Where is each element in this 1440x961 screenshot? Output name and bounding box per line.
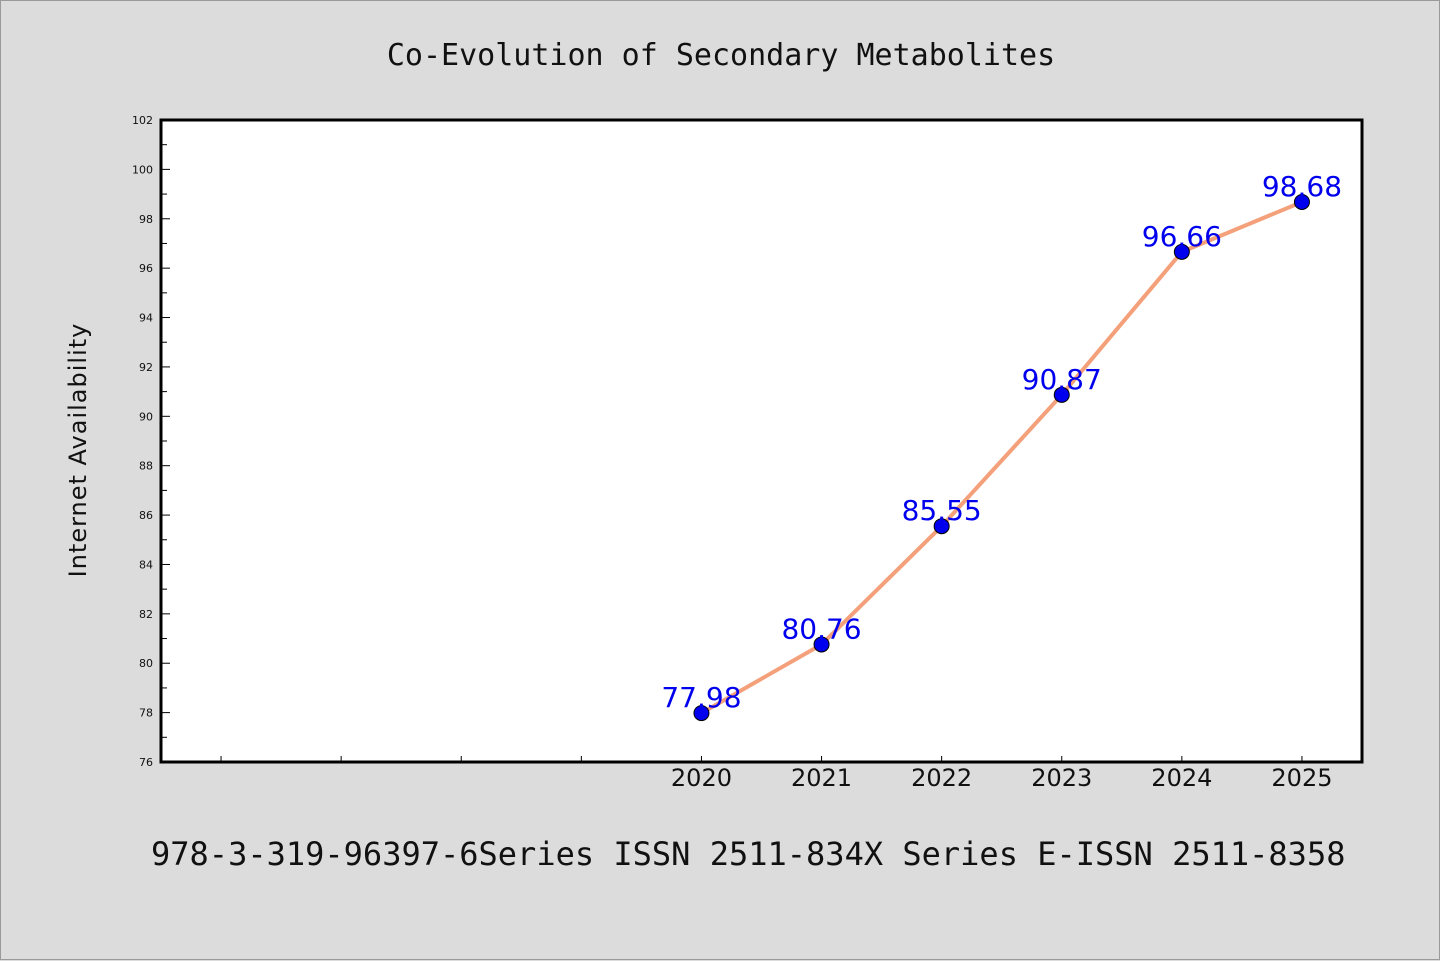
footer-isbn-text: 978-3-319-96397-6Series ISSN 2511-834X S…	[151, 835, 1345, 873]
y-tick-label: 90	[139, 410, 153, 423]
y-tick-label: 94	[139, 312, 153, 325]
y-tick-label: 102	[132, 114, 153, 127]
x-tick-label: 2020	[671, 764, 732, 792]
y-tick-label: 80	[139, 657, 153, 670]
y-axis-label: Internet Availability	[64, 323, 92, 578]
series-line	[700, 200, 1303, 715]
y-tick-label: 86	[139, 509, 153, 522]
x-tick-label: 2023	[1031, 764, 1092, 792]
chart-title: Co-Evolution of Secondary Metabolites	[387, 38, 1055, 73]
y-tick-label: 92	[139, 361, 153, 374]
data-label: 85.55	[902, 494, 982, 527]
data-label: 80.76	[781, 612, 861, 645]
x-tick-label: 2025	[1271, 764, 1332, 792]
data-label: 77.98	[661, 681, 741, 714]
y-tick-label: 98	[139, 213, 153, 226]
data-label: 96.66	[1142, 220, 1222, 253]
data-point	[1053, 386, 1070, 403]
y-tick-label: 76	[139, 756, 153, 769]
y-tick-label: 88	[139, 460, 153, 473]
series-layer	[693, 193, 1310, 722]
plot-border	[159, 118, 1364, 764]
plot-area	[161, 120, 1362, 762]
data-labels-layer: 77.98 80.76 85.55 90.87 96.66 98.68	[661, 170, 1342, 714]
x-tick-label: 2022	[911, 764, 972, 792]
x-tick-label: 2021	[791, 764, 852, 792]
data-point	[1173, 243, 1190, 260]
data-point	[1293, 193, 1310, 210]
data-point	[933, 518, 950, 535]
data-label: 90.87	[1022, 363, 1102, 396]
data-label: 98.68	[1262, 170, 1342, 203]
data-point	[693, 705, 710, 722]
y-axis-ticks: 76 78 80 82 84 86 88 90 92 94 96 98 100 102	[132, 114, 170, 769]
x-tick-label: 2024	[1151, 764, 1212, 792]
y-tick-label: 84	[139, 558, 153, 571]
y-tick-label: 100	[132, 163, 153, 176]
data-point	[813, 636, 830, 653]
y-tick-label: 82	[139, 608, 153, 621]
y-tick-label: 96	[139, 262, 153, 275]
y-tick-label: 78	[139, 707, 153, 720]
x-axis-ticks: 2020 2021 2022 2023 2024 2025	[220, 756, 1332, 792]
